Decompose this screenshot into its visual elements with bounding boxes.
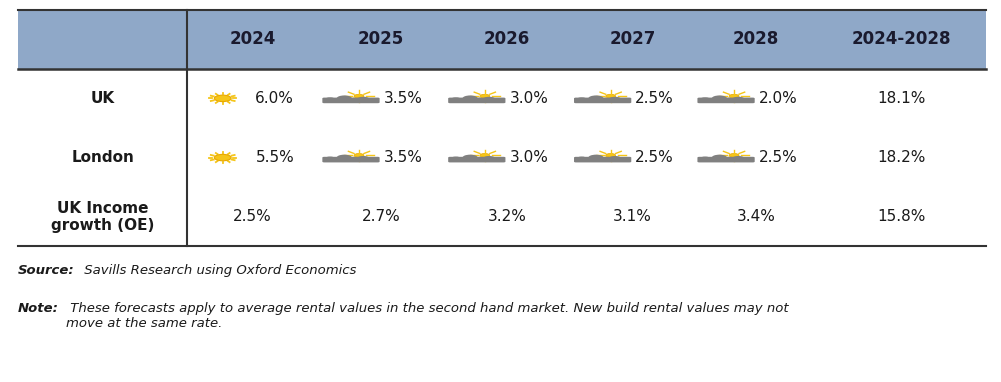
FancyBboxPatch shape — [574, 97, 632, 103]
Text: 3.0%: 3.0% — [510, 91, 549, 106]
Circle shape — [325, 97, 335, 101]
Text: 15.8%: 15.8% — [877, 209, 926, 224]
Text: Source:: Source: — [18, 264, 75, 277]
Text: UK Income
growth (OE): UK Income growth (OE) — [51, 201, 154, 233]
Circle shape — [712, 155, 727, 160]
Text: Savills Research using Oxford Economics: Savills Research using Oxford Economics — [80, 264, 356, 277]
FancyBboxPatch shape — [698, 97, 755, 103]
FancyBboxPatch shape — [18, 187, 986, 246]
Circle shape — [712, 96, 727, 101]
Text: 2028: 2028 — [733, 30, 779, 48]
Text: 2027: 2027 — [610, 30, 656, 48]
Circle shape — [589, 155, 604, 160]
Text: 3.5%: 3.5% — [383, 150, 422, 165]
Circle shape — [336, 96, 352, 101]
Text: 3.5%: 3.5% — [383, 91, 422, 106]
Circle shape — [483, 97, 495, 102]
Text: 3.4%: 3.4% — [737, 209, 776, 224]
Text: 2.5%: 2.5% — [233, 209, 272, 224]
Circle shape — [700, 97, 710, 101]
Circle shape — [483, 156, 495, 161]
Text: UK: UK — [91, 91, 115, 106]
Circle shape — [357, 156, 369, 161]
FancyBboxPatch shape — [18, 10, 986, 69]
Circle shape — [462, 155, 477, 160]
Text: 3.0%: 3.0% — [510, 150, 549, 165]
Circle shape — [733, 97, 745, 102]
Circle shape — [729, 94, 739, 98]
FancyBboxPatch shape — [18, 128, 986, 187]
Text: 2.5%: 2.5% — [636, 91, 674, 106]
Circle shape — [450, 157, 460, 160]
FancyBboxPatch shape — [18, 69, 986, 128]
Text: 2.5%: 2.5% — [636, 150, 674, 165]
Text: 2026: 2026 — [483, 30, 530, 48]
FancyBboxPatch shape — [322, 97, 379, 103]
FancyBboxPatch shape — [448, 157, 506, 162]
Circle shape — [354, 154, 364, 157]
Circle shape — [577, 97, 587, 101]
Circle shape — [479, 154, 489, 157]
Circle shape — [450, 97, 460, 101]
Text: 18.2%: 18.2% — [877, 150, 926, 165]
Circle shape — [733, 156, 745, 161]
Circle shape — [700, 157, 710, 160]
Text: 2025: 2025 — [358, 30, 404, 48]
Circle shape — [729, 154, 739, 157]
Circle shape — [214, 95, 231, 102]
Text: Note:: Note: — [18, 302, 59, 315]
Text: 2024-2028: 2024-2028 — [852, 30, 951, 48]
Circle shape — [606, 154, 616, 157]
Circle shape — [354, 94, 364, 98]
Circle shape — [609, 97, 622, 102]
Circle shape — [325, 157, 335, 160]
Circle shape — [589, 96, 604, 101]
Text: These forecasts apply to average rental values in the second hand market. New bu: These forecasts apply to average rental … — [66, 302, 789, 330]
Circle shape — [577, 157, 587, 160]
Text: 2.7%: 2.7% — [361, 209, 400, 224]
Text: 2.5%: 2.5% — [759, 150, 798, 165]
Text: 2024: 2024 — [229, 30, 276, 48]
Text: 3.2%: 3.2% — [487, 209, 527, 224]
Circle shape — [479, 94, 489, 98]
Circle shape — [214, 154, 231, 161]
Text: 5.5%: 5.5% — [255, 150, 294, 165]
Text: London: London — [71, 150, 134, 165]
FancyBboxPatch shape — [574, 157, 632, 162]
Text: 3.1%: 3.1% — [614, 209, 652, 224]
Text: 6.0%: 6.0% — [255, 91, 294, 106]
Text: 18.1%: 18.1% — [877, 91, 926, 106]
FancyBboxPatch shape — [698, 157, 755, 162]
Circle shape — [606, 94, 616, 98]
FancyBboxPatch shape — [322, 157, 379, 162]
FancyBboxPatch shape — [448, 97, 506, 103]
Text: 2.0%: 2.0% — [759, 91, 798, 106]
Circle shape — [357, 97, 369, 102]
Circle shape — [462, 96, 477, 101]
Circle shape — [336, 155, 352, 160]
Circle shape — [609, 156, 622, 161]
